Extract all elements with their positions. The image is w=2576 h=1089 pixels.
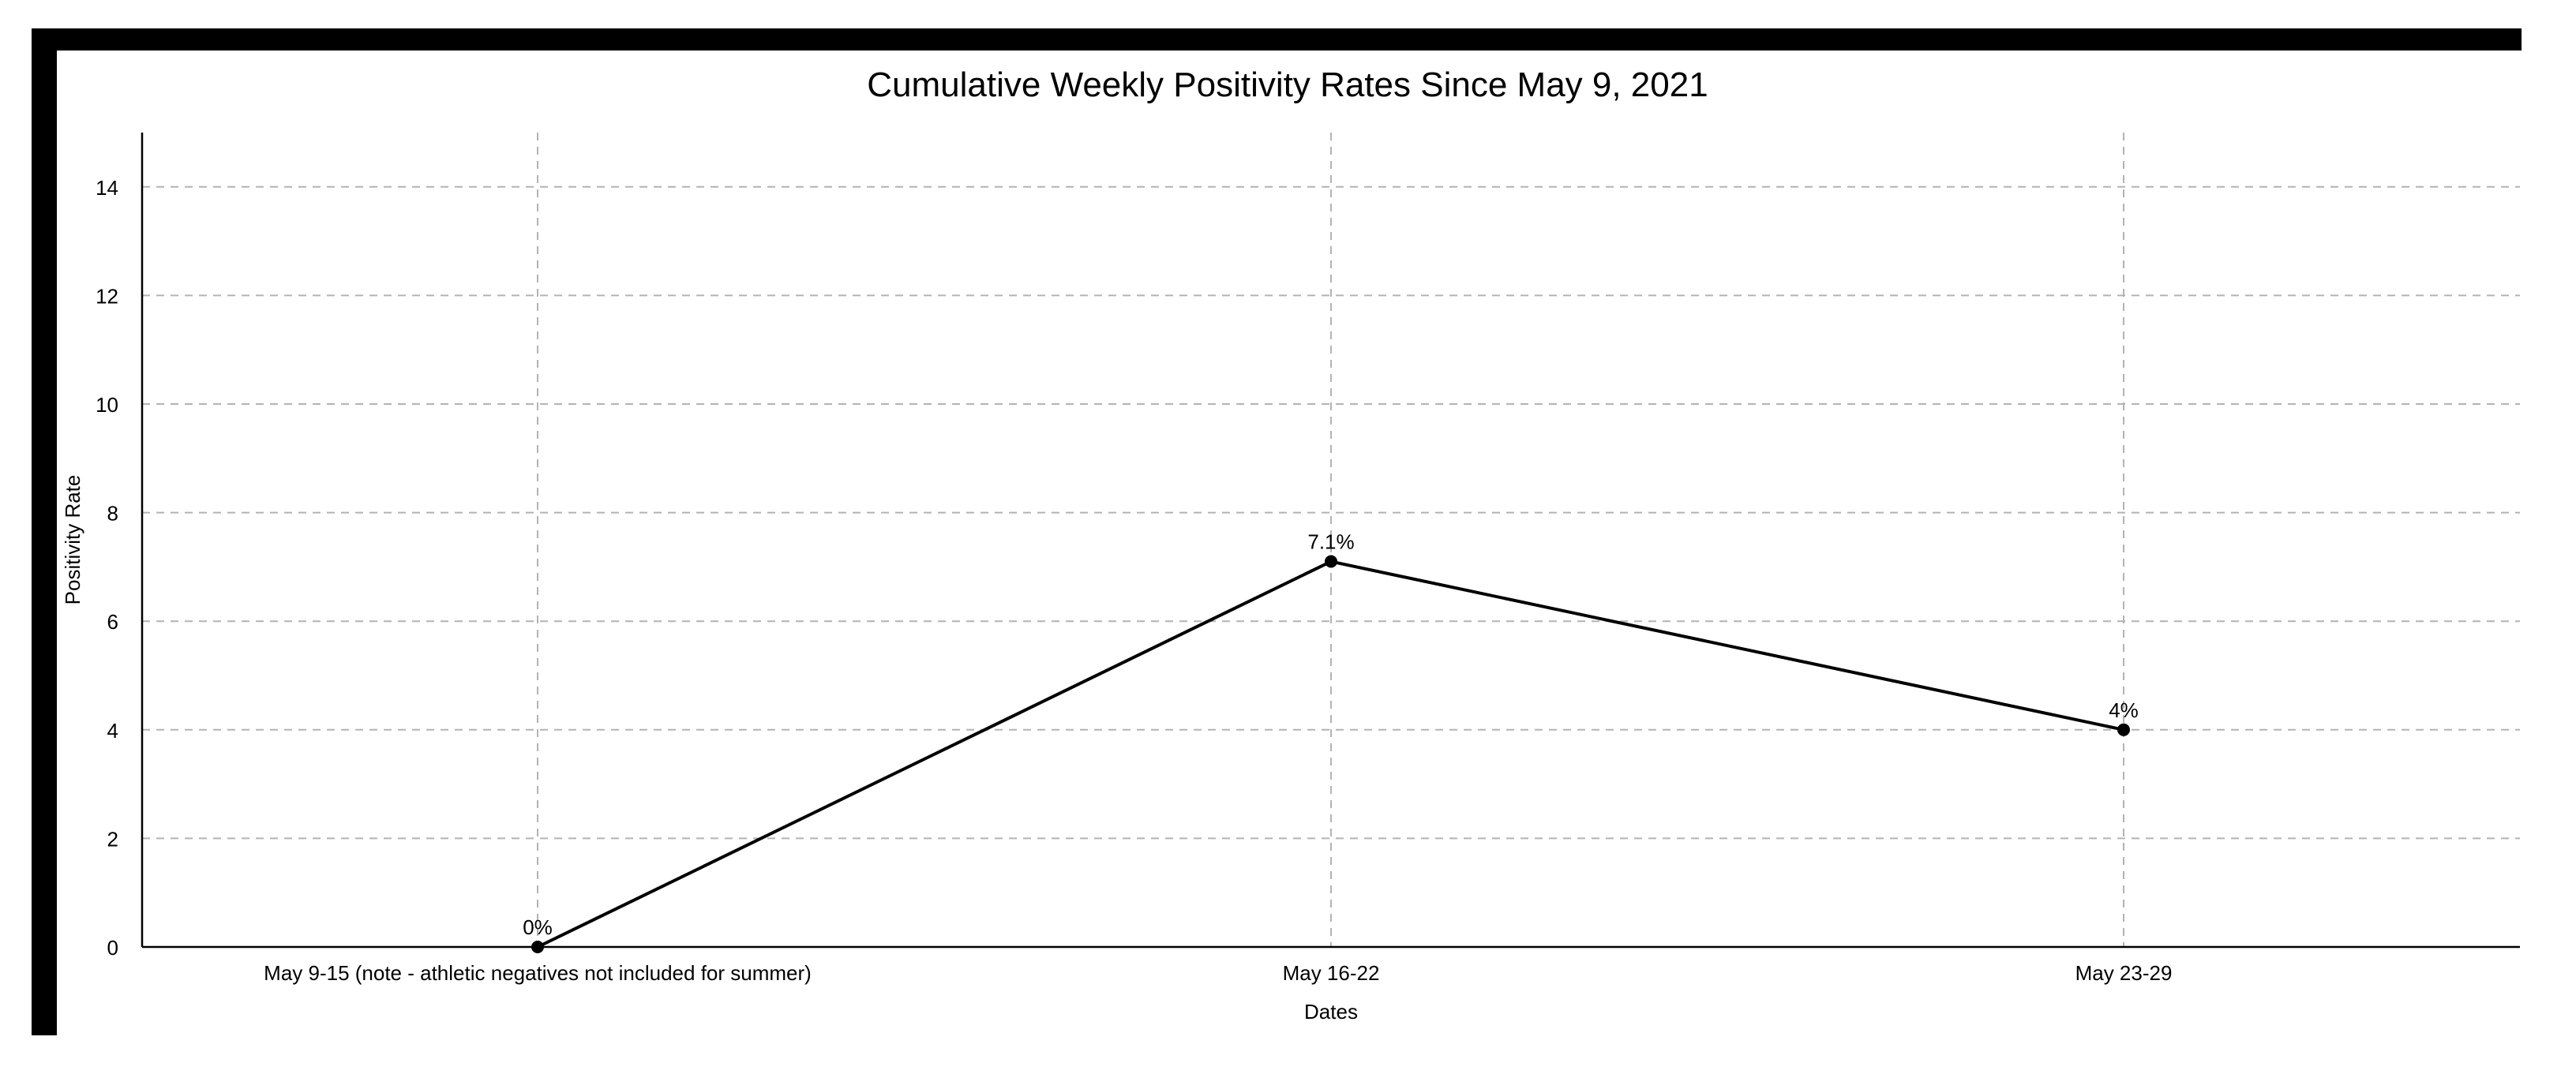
- data-label: 4%: [2109, 698, 2139, 722]
- y-gridlines: [142, 185, 2520, 840]
- chart-title: Cumulative Weekly Positivity Rates Since…: [867, 65, 1708, 104]
- x-tick-label: May 16-22: [1283, 961, 1380, 985]
- y-tick-label: 2: [107, 827, 118, 851]
- x-axis-label: Dates: [1304, 1000, 1358, 1024]
- x-tick-label: May 9-15 (note - athletic negatives not …: [264, 961, 812, 985]
- x-tick-label: May 23-29: [2075, 961, 2173, 985]
- y-tick-label: 8: [107, 502, 118, 526]
- data-points: [531, 555, 2130, 953]
- y-tick-label: 4: [107, 719, 118, 743]
- x-tick-labels: May 9-15 (note - athletic negatives not …: [264, 961, 2172, 985]
- y-tick-label: 6: [107, 610, 118, 634]
- y-tick-label: 10: [96, 393, 118, 417]
- y-tick-label: 12: [96, 284, 118, 308]
- data-point: [2117, 723, 2130, 736]
- data-point: [1325, 555, 1337, 568]
- data-point: [531, 941, 544, 953]
- y-axis-label: Positivity Rate: [61, 475, 84, 605]
- data-labels: 0% 7.1% 4%: [523, 530, 2139, 939]
- chart-panel: [57, 51, 2528, 1042]
- data-label: 7.1%: [1307, 530, 1354, 554]
- y-tick-label: 14: [96, 176, 118, 200]
- data-label: 0%: [523, 915, 553, 939]
- x-gridlines: [537, 133, 2124, 947]
- y-tick-label: 0: [107, 936, 118, 960]
- y-tick-labels: 0 2 4 6 8 10 12 14: [96, 176, 118, 960]
